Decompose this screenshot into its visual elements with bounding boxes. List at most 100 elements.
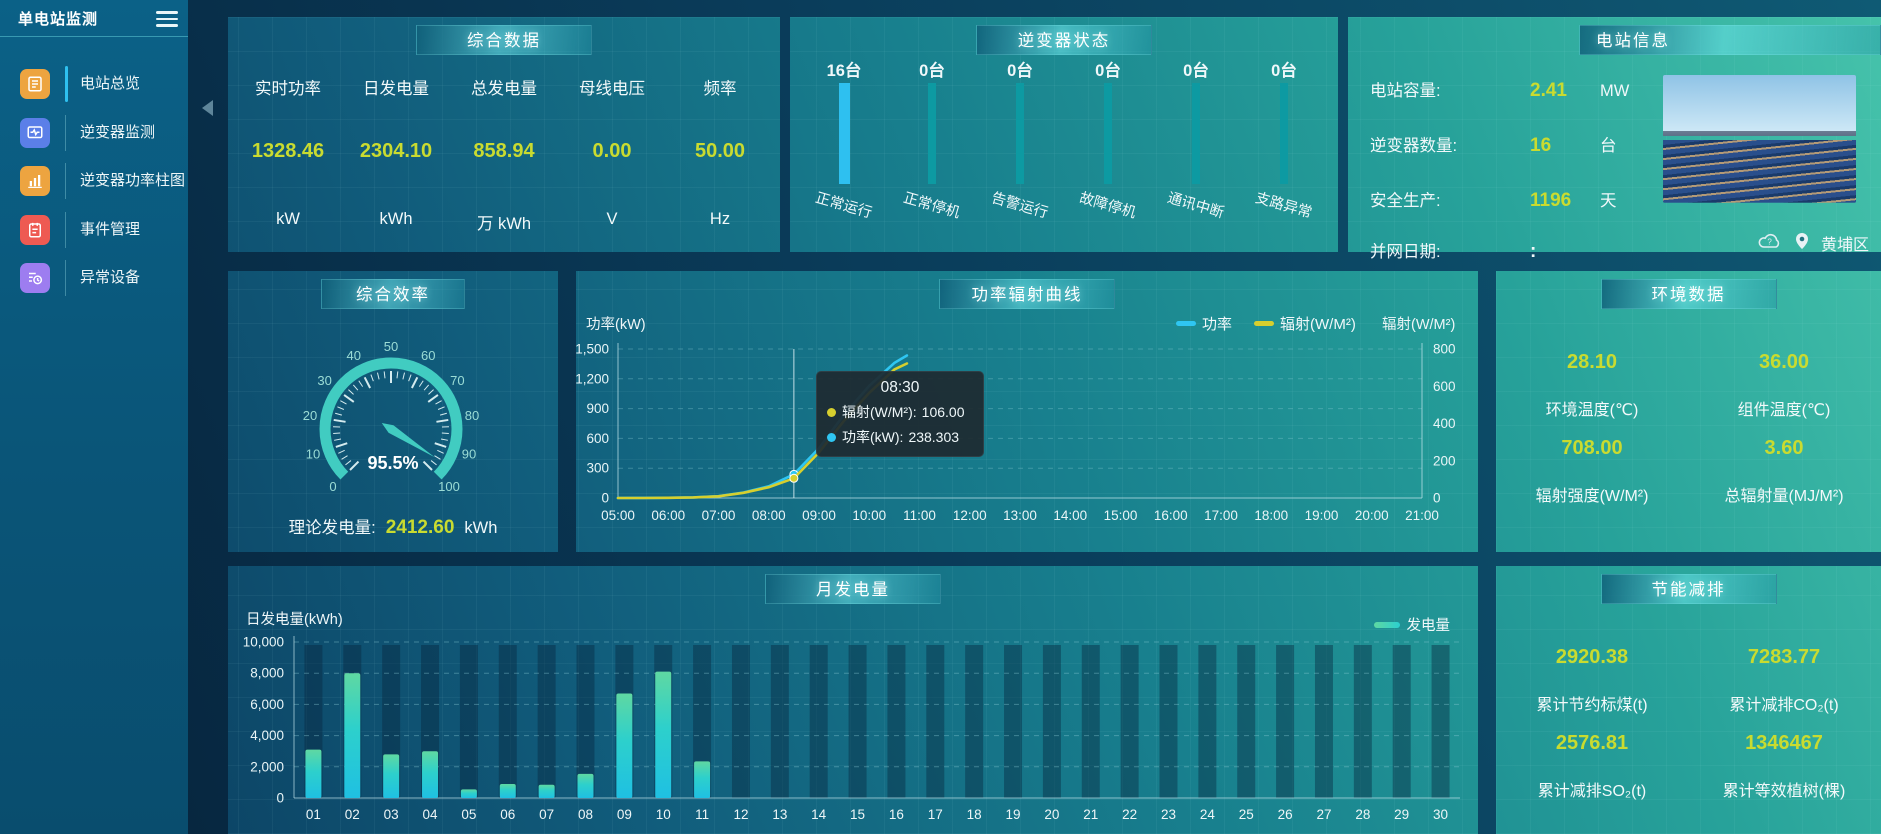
svg-text:03: 03 [384, 807, 399, 822]
theory-generation-row: 理论发电量: 2412.60 kWh [288, 517, 498, 538]
svg-text:05: 05 [461, 807, 476, 822]
svg-text:30: 30 [1433, 807, 1448, 822]
svg-text:14:00: 14:00 [1053, 508, 1087, 523]
svg-text:6,000: 6,000 [250, 697, 284, 712]
env-radiation-intensity: 708.00 辐射强度(W/M²) [1535, 437, 1649, 505]
env-ambient-temp: 28.10 环境温度(℃) [1545, 351, 1639, 419]
metric-daily-generation: 日发电量 2304.10 kWh [359, 80, 433, 228]
saving-so2: 2576.81 累计减排SO₂(t) [1537, 732, 1647, 800]
status-branch-abnormal: 0台 支路异常 [1253, 62, 1314, 222]
svg-text:19:00: 19:00 [1305, 508, 1339, 523]
tooltip-power-row: 功率(kW): 238.303 [827, 427, 973, 447]
overview-icon [20, 69, 50, 99]
status-normal-running: 16台 正常运行 [813, 62, 874, 222]
power-radiation-line-chart[interactable]: 0 300 600 900 1,200 1,500 0 200 400 600 800 05:00 06… [576, 271, 1478, 552]
sidebar-item-label: 事件管理 [80, 221, 141, 238]
saving-coal: 2920.38 累计节约标煤(t) [1536, 646, 1648, 714]
svg-text:0: 0 [276, 791, 284, 806]
status-bar [1016, 83, 1024, 184]
tooltip-time: 08:30 [880, 379, 920, 396]
weather-cloud-icon[interactable]: ? [1757, 232, 1783, 255]
svg-text:21: 21 [1083, 807, 1098, 822]
abnormal-device-icon [20, 263, 50, 293]
metric-total-generation: 总发电量 858.94 万 kWh [471, 80, 537, 233]
svg-text:13:00: 13:00 [1003, 508, 1037, 523]
svg-text:22: 22 [1122, 807, 1137, 822]
panel-efficiency: 综合效率 0 10 20 30 40 50 60 70 80 90 100 95.5% 理论发电量:… [228, 271, 558, 552]
sidebar-item-station-overview[interactable]: 电站总览 [0, 64, 188, 104]
panel-title: 节能减排 [1600, 574, 1777, 604]
sidebar-item-label: 逆变器功率柱图 [80, 172, 186, 189]
svg-text:08:00: 08:00 [752, 508, 786, 523]
status-bar [1280, 83, 1288, 184]
inverter-status-chart[interactable]: 16台 正常运行 0台 正常停机 0台 告警运行 0台 故障停机 0台 [800, 57, 1328, 222]
panel-title: 环境数据 [1600, 279, 1777, 309]
svg-text:90: 90 [462, 446, 476, 461]
svg-text:08: 08 [578, 807, 593, 822]
line-legend: 功率 辐射(W/M²) [1176, 313, 1356, 334]
svg-text:07:00: 07:00 [702, 508, 736, 523]
svg-text:28: 28 [1355, 807, 1370, 822]
active-indicator [65, 66, 68, 102]
saving-co2: 7283.77 累计减排CO₂(t) [1729, 646, 1839, 714]
svg-text:17:00: 17:00 [1204, 508, 1238, 523]
generation-legend[interactable]: 发电量 [1373, 614, 1450, 635]
svg-text:16: 16 [889, 807, 904, 822]
svg-text:06:00: 06:00 [651, 508, 685, 523]
legend-item-radiation[interactable]: 辐射(W/M²) [1254, 313, 1356, 334]
metric-bus-voltage: 母线电压 0.00 V [579, 80, 645, 228]
sidebar-item-event-management[interactable]: 事件管理 [0, 210, 188, 250]
sidebar-item-inverter-monitor[interactable]: 逆变器监测 [0, 113, 188, 153]
app-title: 单电站监测 [18, 11, 99, 28]
svg-text:70: 70 [450, 373, 464, 388]
safe-production-row: 安全生产: 1196 天 [1370, 190, 1617, 211]
svg-text:05:00: 05:00 [601, 508, 635, 523]
svg-text:13: 13 [772, 807, 787, 822]
menu-toggle-icon[interactable] [156, 11, 178, 27]
svg-text:14: 14 [811, 807, 827, 822]
saving-trees: 1346467 累计等效植树(棵) [1722, 732, 1846, 800]
svg-text:06: 06 [500, 807, 515, 822]
svg-text:0: 0 [601, 491, 609, 506]
power-dot-icon [827, 432, 836, 442]
status-bar [928, 83, 936, 184]
sidebar-item-abnormal-devices[interactable]: 异常设备 [0, 258, 188, 298]
svg-text:11:00: 11:00 [903, 508, 936, 523]
station-photo [1663, 75, 1856, 203]
svg-text:0: 0 [1433, 491, 1441, 506]
svg-text:19: 19 [1006, 807, 1021, 822]
svg-text:26: 26 [1278, 807, 1293, 822]
sidebar-item-label: 异常设备 [80, 269, 141, 286]
svg-text:1,500: 1,500 [576, 342, 609, 357]
svg-text:80: 80 [465, 408, 479, 423]
sidebar-item-label: 电站总览 [80, 75, 141, 92]
svg-text:10: 10 [306, 446, 320, 461]
panel-monthly-generation: 月发电量 日发电量(kWh) 发电量 0 2,000 4,000 6,000 8,000… [228, 566, 1478, 834]
svg-text:20: 20 [1044, 807, 1059, 822]
inverter-monitor-icon [20, 118, 50, 148]
svg-text:8,000: 8,000 [250, 666, 284, 681]
sidebar-collapse-arrow-icon[interactable] [202, 100, 213, 116]
legend-item-power[interactable]: 功率 [1176, 313, 1232, 334]
svg-text:60: 60 [421, 348, 435, 363]
panel-title: 月发电量 [765, 574, 941, 604]
svg-text:1,200: 1,200 [576, 371, 609, 386]
svg-text:20: 20 [303, 408, 317, 423]
location-pin-icon[interactable] [1795, 232, 1809, 255]
summary-metrics: 实时功率 1328.46 kW 日发电量 2304.10 kWh 总发电量 85… [234, 75, 774, 234]
svg-text:12:00: 12:00 [953, 508, 987, 523]
radiation-dot-icon [827, 407, 836, 417]
svg-text:600: 600 [586, 431, 609, 446]
svg-text:17: 17 [928, 807, 943, 822]
monthly-generation-bar-chart[interactable]: 0 2,000 4,000 6,000 8,000 10,000 01 02 03 04 05 06 0… [228, 566, 1478, 834]
efficiency-gauge-svg[interactable]: 0 10 20 30 40 50 60 70 80 90 100 [228, 271, 558, 552]
panel-title: 逆变器状态 [976, 25, 1152, 55]
sidebar-item-inverter-power-bars[interactable]: 逆变器功率柱图 [0, 161, 188, 201]
status-bar [838, 83, 850, 184]
svg-text:?: ? [1767, 237, 1772, 246]
svg-text:600: 600 [1433, 379, 1456, 394]
svg-text:18:00: 18:00 [1254, 508, 1288, 523]
sidebar-item-label: 逆变器监测 [80, 124, 156, 141]
status-fault-stop: 0台 故障停机 [1077, 62, 1138, 222]
